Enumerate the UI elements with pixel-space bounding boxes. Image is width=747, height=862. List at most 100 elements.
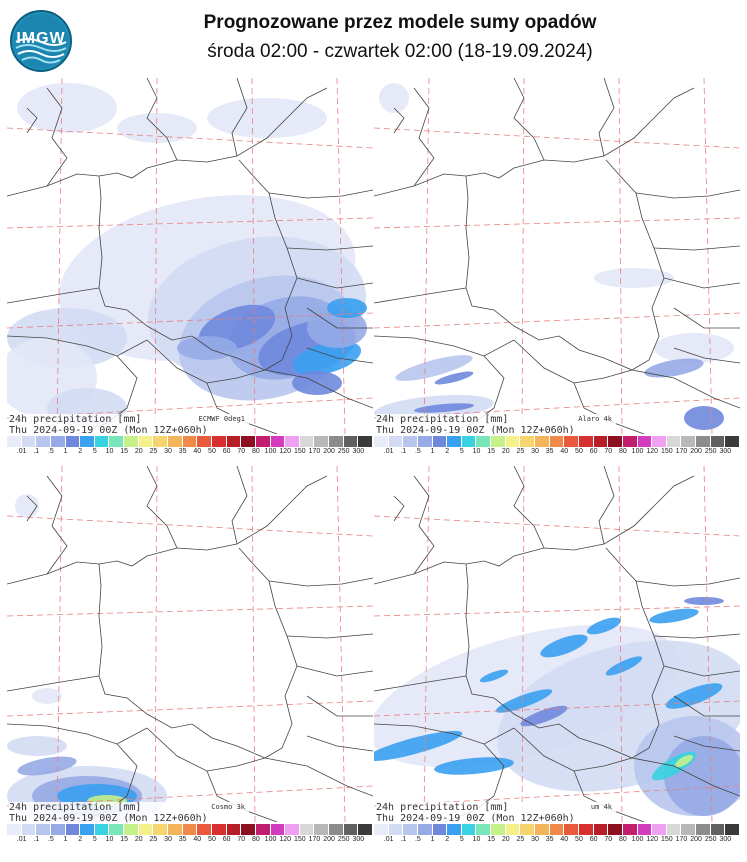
colorbar-tick-label: 5 [92,448,97,455]
colorbar-legend: .01.1.5 1 2 5 10 15 20 25 30 35 40 50 60 70 80 100 120 15… [374,436,741,460]
border-line [286,633,373,639]
colorbar-swatch [637,824,653,835]
colorbar-swatch [80,824,95,835]
border-line [98,159,298,371]
precip-area [434,757,514,775]
border-line [635,189,740,199]
border-line [513,78,545,161]
colorbar-tick-label: 120 [646,448,658,455]
colorbar-tick-label: .5 [47,836,54,843]
graticule-line [374,605,740,617]
border-line [663,665,740,677]
colorbar-swatch [666,436,682,447]
colorbar-tick-label: 150 [293,836,306,843]
colorbar-tick-label: 30 [531,836,539,843]
colorbar-swatch [476,824,492,835]
colorbar-swatch [725,824,741,835]
colorbar-tick-label: 40 [193,448,202,455]
border-line [306,695,373,717]
colorbar-legend: .01.1.5 1 2 5 10 15 20 25 30 35 40 50 60 70 80 100 120 15… [7,436,374,460]
border-line [146,78,178,161]
colorbar-swatch [299,436,315,447]
border-line [673,695,740,717]
precip-area [594,268,674,288]
colorbar-tick-label: .5 [47,448,54,455]
colorbar-tick-label: 25 [149,836,158,843]
border-line [296,665,373,677]
precip-area [395,355,473,381]
border-line [374,475,695,585]
colorbar-swatch [65,436,81,447]
precip-area [605,656,643,676]
colorbar-swatch [255,436,271,447]
colorbar-swatch [520,824,536,835]
colorbar-tick-label: 170 [675,448,688,455]
colorbar-swatch [608,436,623,447]
colorbar-swatch [505,436,521,447]
header: IMGW Prognozowane przez modele sumy opad… [0,0,747,78]
colorbar-swatch [241,436,256,447]
caption-title: 24h precipitation [mm] [376,414,509,425]
colorbar-tick-label: .1 [400,836,407,843]
colorbar-tick-label: 70 [604,448,613,455]
border-line [653,633,740,639]
colorbar-tick-label: 50 [208,448,216,455]
precip-area [7,736,67,756]
precip-area [207,98,327,138]
colorbar-tick-label: 25 [516,448,525,455]
border-line [306,735,373,752]
colorbar-tick-label: 200 [690,448,702,455]
colorbar-tick-label: .5 [414,836,421,843]
colorbar-tick-label: 10 [472,448,481,455]
page-title: Prognozowane przez modele sumy opadów [203,12,597,33]
precip-area [379,83,409,113]
border-line [264,369,373,409]
precip-area [17,83,117,133]
border-line [46,87,68,187]
colorbar-tick-label: 120 [279,448,291,455]
map-panel-um: 24h precipitation [mm] Thu 2024-09-19 00Z… [374,466,741,856]
colorbar-swatch [681,436,697,447]
border-line [231,466,248,545]
colorbar-tick-label: 200 [690,836,702,843]
border-line [146,466,178,549]
map-caption: 24h precipitation [mm] Thu 2024-09-19 00Z… [9,802,249,824]
colorbar-swatch [50,436,66,447]
border-line [26,495,38,522]
colorbar-tick-label: 170 [308,448,321,455]
colorbar-swatch [270,824,286,835]
colorbar-tick-label: 50 [208,836,216,843]
colorbar-tick-label: 200 [323,836,335,843]
colorbar-swatch [270,436,286,447]
colorbar-swatch [696,436,711,447]
colorbar-swatch [285,824,300,835]
border-line [268,189,373,199]
precip-area [17,756,77,776]
colorbar-tick-label: 20 [501,836,510,843]
colorbar-swatch [564,824,579,835]
colorbar-swatch [417,824,433,835]
colorbar-tick-label: 150 [660,448,673,455]
colorbar-swatch [578,824,594,835]
colorbar-tick-label: 120 [279,836,291,843]
map-panel-aladin: 24h precipitation [mm] Thu 2024-09-19 00Z… [374,78,741,468]
caption-title: 24h precipitation [mm] [9,802,142,813]
colorbar-tick-label: 150 [293,448,306,455]
border-line [631,757,740,797]
model-label: um 4k [590,803,612,811]
colorbar-tick-label: 300 [719,836,732,843]
colorbar-tick-label: 30 [164,836,172,843]
colorbar-swatch [314,436,330,447]
colorbar-swatch [65,824,81,835]
colorbar-swatch [21,824,37,835]
map-panel-ecmwf: 24h precipitation [mm] Thu 2024-09-19 00Z… [7,78,374,468]
colorbar-swatch [182,436,198,447]
colorbar-tick-label: 100 [264,836,277,843]
colorbar-tick-label: .1 [33,836,40,843]
colorbar-swatch [622,436,638,447]
border-line [598,78,615,157]
colorbar-tick-label: .01 [16,448,27,455]
colorbar-tick-label: .1 [400,448,407,455]
colorbar-swatch [652,436,667,447]
colorbar-tick-label: 150 [660,836,673,843]
